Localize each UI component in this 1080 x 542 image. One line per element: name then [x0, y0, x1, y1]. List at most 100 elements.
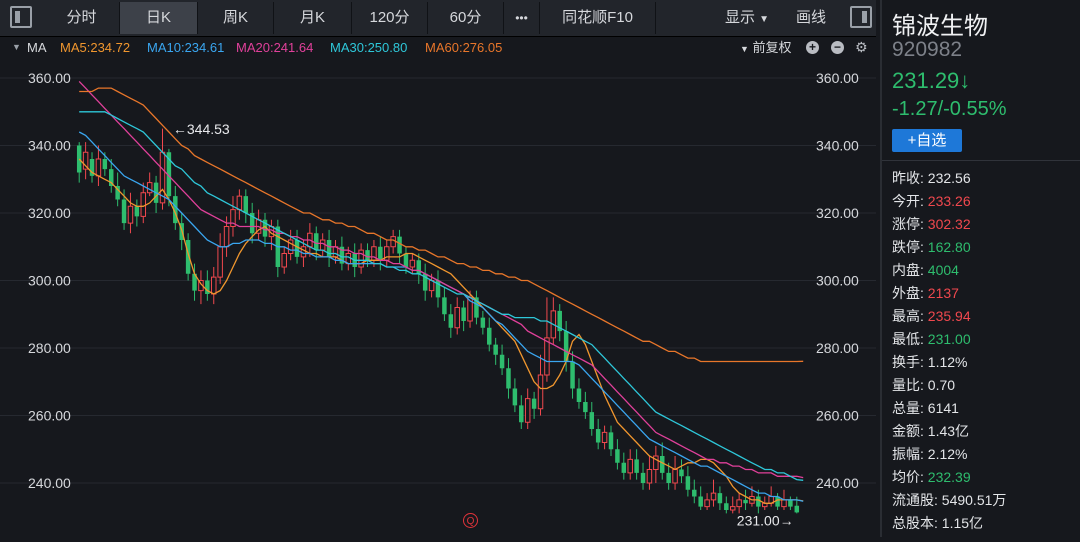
- candle-body: [422, 273, 428, 291]
- more-icon[interactable]: •••: [504, 2, 540, 34]
- candle-body: [531, 398, 537, 409]
- candle-body: [672, 469, 678, 484]
- candle-body: [82, 151, 89, 170]
- collapse-arrow-icon[interactable]: ▼: [12, 42, 21, 52]
- zoom-out-icon[interactable]: −: [831, 41, 844, 54]
- stat-row: 最高: 235.94: [892, 306, 971, 326]
- stat-value: 2137: [927, 285, 959, 301]
- candle-body: [102, 159, 108, 170]
- stat-row: 昨收: 232.56: [892, 168, 971, 188]
- stat-row: 涨停: 302.32: [892, 214, 971, 234]
- candle-body: [140, 192, 147, 217]
- candle-body: [461, 307, 466, 321]
- quote-panel: 锦波生物 920982 231.29↓ -1.27/-0.55% +自选 昨收:…: [880, 0, 1080, 537]
- candle-body: [378, 246, 383, 261]
- add-watchlist-button[interactable]: +自选: [892, 129, 962, 152]
- ma-line-ma5: [78, 158, 804, 504]
- stat-label: 外盘:: [892, 285, 928, 301]
- stat-value: 1.15亿: [941, 515, 984, 531]
- stat-value: 302.32: [927, 216, 971, 232]
- stat-value: 232.56: [927, 170, 971, 186]
- candle-body: [326, 240, 332, 257]
- price-annotation: ←344.53: [173, 121, 230, 137]
- tab-60min[interactable]: 60分: [428, 2, 504, 34]
- y-axis-right: 360.00 340.00 320.00 300.00 280.00 260.00 240.…: [816, 70, 859, 491]
- stat-value: 1.12%: [927, 354, 968, 370]
- stat-label: 金额:: [892, 423, 928, 439]
- price-adjust-dropdown[interactable]: ▼ 前复权: [740, 37, 792, 60]
- ma5-label: MA5:234.72: [60, 40, 131, 55]
- tab-120min[interactable]: 120分: [352, 2, 428, 34]
- stat-label: 内盘:: [892, 262, 928, 278]
- stat-row: 总量: 6141: [892, 398, 959, 418]
- stat-row: 今开: 233.26: [892, 191, 971, 211]
- candle-body: [211, 276, 217, 295]
- candle-body: [397, 236, 402, 254]
- y-tick-label: 320.00: [816, 205, 859, 221]
- tab-weekly-k[interactable]: 周K: [198, 2, 274, 34]
- y-tick-label: 240.00: [816, 475, 859, 491]
- candle-body: [524, 398, 531, 423]
- stat-label: 涨停:: [892, 216, 928, 232]
- display-label: 显示: [724, 9, 755, 26]
- candle-body: [589, 412, 595, 429]
- candle-body: [544, 337, 550, 376]
- collapse-left-icon[interactable]: [10, 6, 32, 28]
- candle-body: [666, 472, 671, 483]
- stat-label: 最高:: [892, 308, 928, 324]
- y-tick-label: 340.00: [816, 138, 859, 154]
- candle-body: [236, 195, 243, 211]
- stat-label: 均价:: [892, 469, 928, 485]
- stat-label: 振幅:: [892, 446, 928, 462]
- price-annotation: 231.00→: [737, 512, 794, 528]
- stat-value: 4004: [927, 262, 959, 278]
- price-adjust-label: 前复权: [752, 40, 792, 55]
- annotations: ←344.53 231.00→: [173, 121, 794, 528]
- collapse-right-icon[interactable]: [850, 6, 872, 28]
- draw-line-button[interactable]: 画线: [795, 9, 826, 26]
- stat-row: 内盘: 4004: [892, 260, 959, 280]
- tab-timeshare[interactable]: 分时: [44, 2, 120, 34]
- gear-icon[interactable]: ⚙: [855, 39, 868, 55]
- candle-body: [698, 496, 703, 507]
- candle-body: [121, 199, 127, 224]
- price-change: -1.27/-0.55%: [892, 98, 1007, 120]
- stat-label: 昨收:: [892, 170, 928, 186]
- candle-body: [692, 489, 697, 497]
- stat-label: 换手:: [892, 354, 928, 370]
- display-dropdown[interactable]: 显示 ▼: [712, 2, 782, 34]
- stat-value: 1.43亿: [927, 423, 970, 439]
- kline-chart[interactable]: 360.00 340.00 320.00 300.00 280.00 260.00 240.…: [0, 58, 876, 537]
- candle-body: [223, 226, 230, 248]
- candle-body: [621, 462, 627, 473]
- candle-body: [448, 314, 454, 328]
- tab-daily-k[interactable]: 日K: [120, 2, 198, 34]
- tab-monthly-k[interactable]: 月K: [274, 2, 352, 34]
- chevron-down-icon: ▼: [740, 44, 749, 54]
- candle-body: [243, 196, 249, 213]
- candle-body: [294, 240, 300, 257]
- candle-body: [570, 361, 575, 389]
- candle-body: [512, 388, 518, 406]
- candle-body: [736, 499, 742, 508]
- candle-body: [704, 499, 710, 508]
- stock-name: 锦波生物: [892, 13, 988, 40]
- candle-body: [756, 496, 761, 507]
- event-marker-icon[interactable]: Q: [463, 513, 478, 528]
- candle-body: [127, 205, 134, 224]
- f10-button[interactable]: 同花顺F10: [540, 2, 656, 34]
- stat-value: 232.39: [927, 469, 971, 485]
- candle-body: [499, 354, 505, 369]
- zoom-in-icon[interactable]: +: [806, 41, 819, 54]
- candle-body: [493, 344, 498, 355]
- candle-body: [249, 213, 255, 234]
- candle-body: [519, 405, 524, 423]
- ma-line-ma20: [78, 80, 804, 479]
- candle-body: [281, 253, 287, 268]
- stat-value: 2.12%: [927, 446, 968, 462]
- candle-body: [480, 317, 486, 328]
- candle-body: [660, 456, 665, 473]
- candle-body: [108, 169, 114, 186]
- divider: [882, 160, 1080, 161]
- candle-body: [442, 297, 447, 315]
